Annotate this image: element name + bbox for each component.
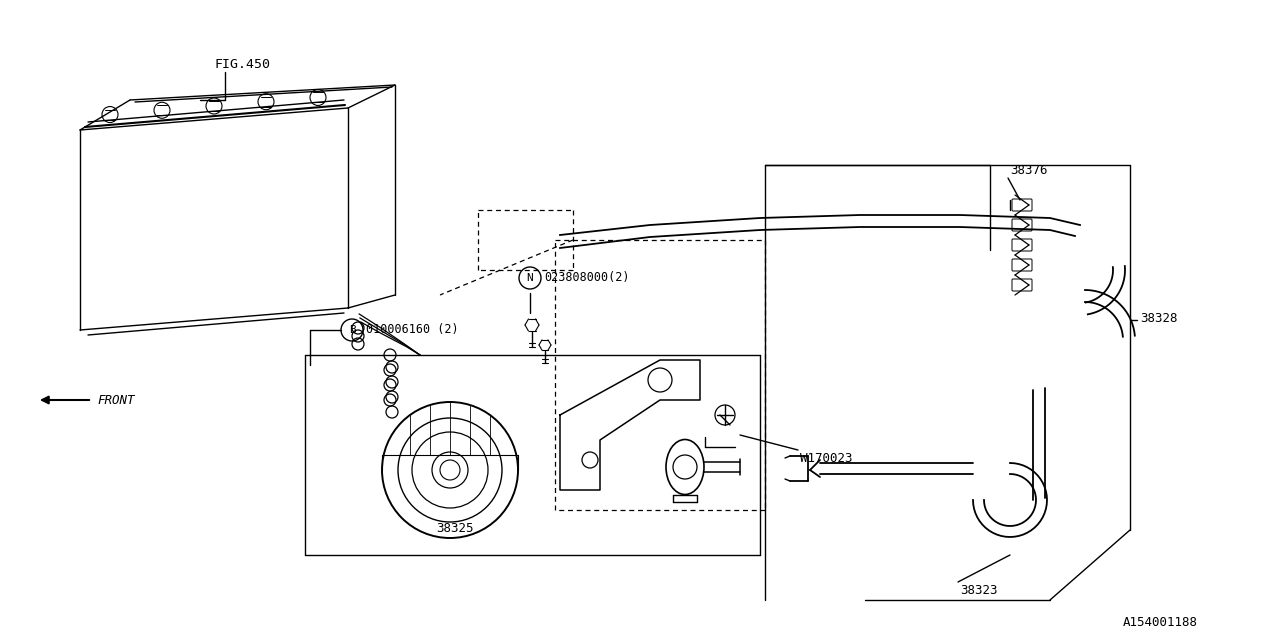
Text: N: N bbox=[526, 273, 534, 283]
Text: 38376: 38376 bbox=[1010, 163, 1047, 177]
Text: 010006160 (2): 010006160 (2) bbox=[366, 323, 458, 337]
Text: FRONT: FRONT bbox=[97, 394, 134, 406]
Text: 38323: 38323 bbox=[960, 584, 997, 596]
Text: A154001188: A154001188 bbox=[1123, 616, 1198, 628]
Text: 38325: 38325 bbox=[436, 522, 474, 534]
Text: B: B bbox=[348, 325, 356, 335]
Text: 023808000(2): 023808000(2) bbox=[544, 271, 630, 285]
Text: 38328: 38328 bbox=[1140, 312, 1178, 324]
Text: FIG.450: FIG.450 bbox=[215, 58, 271, 72]
Text: W170023: W170023 bbox=[800, 451, 852, 465]
